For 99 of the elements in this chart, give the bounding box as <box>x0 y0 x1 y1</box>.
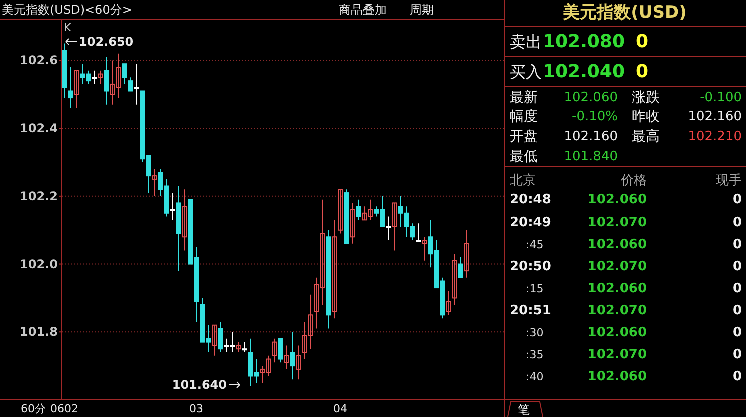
text: 20:48 <box>510 192 552 208</box>
text: 0 <box>732 216 742 230</box>
candlestick <box>356 199 361 221</box>
text: 买入 <box>510 62 542 82</box>
x-tick-label: 04 <box>334 402 348 416</box>
text: 102.060 <box>588 282 647 296</box>
text: 102.080 <box>543 32 625 52</box>
text: 0 <box>732 326 742 340</box>
text: :15 <box>526 282 544 296</box>
chart-title: 美元指数(USD)<60分> <box>2 3 132 17</box>
text: 20:51 <box>510 304 552 318</box>
text: 最新 <box>510 90 538 106</box>
candlestick <box>68 67 73 109</box>
candlestick <box>104 56 109 106</box>
candlestick <box>242 342 247 353</box>
text: 102.160 <box>564 130 618 144</box>
text: 101.840 <box>564 150 618 164</box>
text: 0 <box>732 282 742 296</box>
candlestick <box>446 290 451 316</box>
candlestick <box>122 64 127 85</box>
candlestick <box>290 332 295 380</box>
x-tick-label: 03 <box>190 402 204 416</box>
text: 0 <box>636 32 649 52</box>
y-tick-label: 101.8 <box>20 325 58 340</box>
text: 0 <box>732 370 742 384</box>
text: 0 <box>732 304 742 318</box>
text: 102.070 <box>588 260 647 274</box>
candlestick <box>152 168 157 197</box>
text: 102.060 <box>588 238 647 252</box>
text: 20:50 <box>510 260 552 274</box>
candlestick <box>452 254 457 306</box>
text: 涨跌 <box>632 90 660 106</box>
candlestick <box>278 338 283 364</box>
y-tick-label: 102.6 <box>20 54 58 68</box>
text: 昨收 <box>632 109 660 125</box>
text: 最低 <box>510 149 538 165</box>
text: 价格 <box>620 174 647 188</box>
annotation: K <box>64 22 72 34</box>
text: 0 <box>636 62 649 82</box>
text: 102.040 <box>543 62 625 82</box>
text: 102.210 <box>688 130 742 144</box>
text: 102.060 <box>588 370 647 384</box>
text: -0.100 <box>700 90 742 106</box>
text: 60分 <box>21 402 46 416</box>
candlestick <box>416 223 421 242</box>
text: 102.060 <box>588 326 647 340</box>
text: 北京 <box>510 174 536 188</box>
text: :30 <box>526 326 544 340</box>
text: :35 <box>526 348 544 362</box>
text: :40 <box>526 370 544 384</box>
text: 102.060 <box>588 192 647 208</box>
candlestick <box>128 77 133 92</box>
candlestick <box>458 257 463 278</box>
text: 102.060 <box>564 90 618 106</box>
text: 开盘 <box>510 129 538 145</box>
candlestick <box>464 230 469 278</box>
text: 102.160 <box>688 110 742 124</box>
candlestick <box>386 216 391 242</box>
candlestick <box>236 342 241 353</box>
text: 最高 <box>632 129 660 145</box>
text: 102.070 <box>588 304 647 318</box>
text: 102.070 <box>588 348 647 362</box>
text: 102.070 <box>588 216 647 230</box>
y-tick-label: 102.2 <box>20 189 58 204</box>
candlestick <box>98 70 103 85</box>
text: 周期 <box>410 3 434 17</box>
x-tick-label: 0602 <box>50 402 78 416</box>
text: 0 <box>732 238 742 252</box>
candlestick <box>92 70 97 85</box>
text: 20:49 <box>510 216 552 230</box>
candlestick <box>74 70 79 109</box>
candlestick <box>422 236 427 262</box>
candlestick <box>134 64 139 106</box>
text: 现手 <box>716 174 742 188</box>
candlestick <box>350 202 355 244</box>
text: 0 <box>732 260 742 274</box>
candlestick <box>296 345 301 380</box>
text: 幅度 <box>510 109 538 125</box>
candlestick <box>284 345 289 370</box>
y-tick-label: 102.4 <box>20 122 58 136</box>
candlestick <box>272 338 277 364</box>
candlestick <box>170 192 175 221</box>
text: 笔 <box>518 403 530 417</box>
text: -0.10% <box>572 110 618 124</box>
text: 卖出 <box>510 32 542 52</box>
candlestick <box>212 324 217 356</box>
candlestick <box>332 220 337 320</box>
candlestick <box>182 189 187 252</box>
text: 美元指数(USD) <box>562 3 687 23</box>
text: :45 <box>526 238 544 252</box>
text: 商品叠加 <box>339 3 387 17</box>
y-tick-label: 102.0 <box>20 257 58 272</box>
text: 0 <box>732 348 742 362</box>
candlestick <box>392 202 397 252</box>
annotation: 102.650 <box>79 35 134 49</box>
annotation: 101.640 <box>172 378 227 392</box>
candlestick <box>218 321 223 353</box>
text: 0 <box>732 192 742 208</box>
candlestick <box>338 189 343 234</box>
